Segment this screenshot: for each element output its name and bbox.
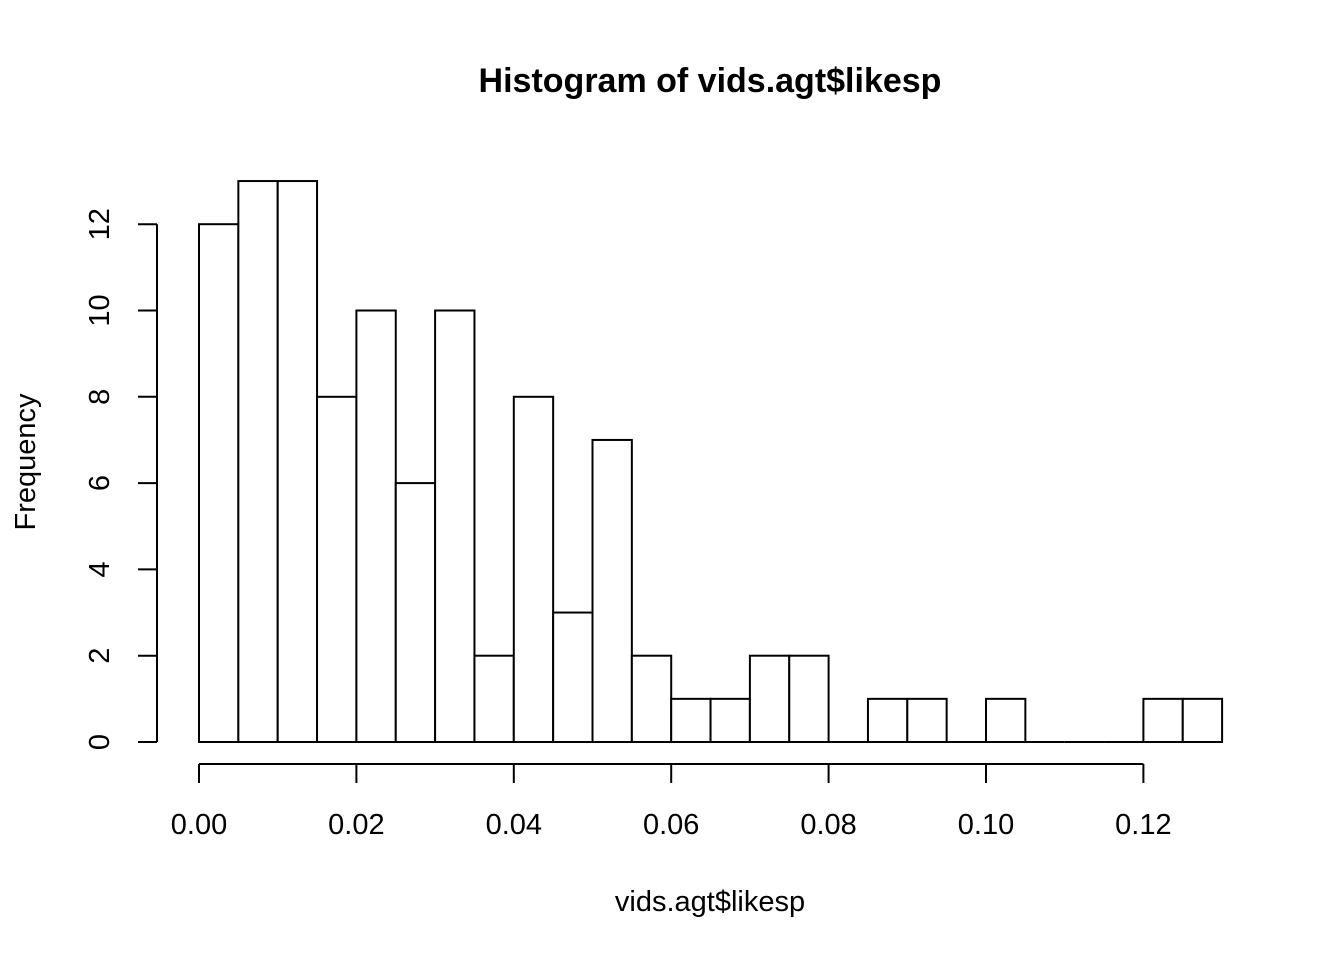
- y-axis: 0 2 4 6 8 10 12: [84, 208, 158, 750]
- histogram-bar: [630, 654, 673, 744]
- histogram-bar: [237, 180, 279, 744]
- x-tick-label: 0.08: [800, 809, 856, 841]
- histogram-bar: [276, 180, 319, 744]
- y-tick-label: 6: [84, 475, 116, 491]
- histogram-bar: [1181, 697, 1224, 743]
- y-tick-label: 8: [84, 389, 116, 405]
- y-tick-label: 0: [84, 734, 116, 750]
- histogram-bar: [709, 697, 751, 743]
- x-tick-label: 0.04: [486, 809, 542, 841]
- histogram-bar: [316, 395, 358, 743]
- histogram-bar: [906, 697, 948, 743]
- histogram-bar: [355, 309, 397, 743]
- y-tick-label: 4: [84, 561, 116, 577]
- histogram-bar: [473, 654, 515, 744]
- histogram-bar: [394, 482, 437, 743]
- y-tick-label: 10: [84, 294, 116, 326]
- x-tick-label: 0.06: [643, 809, 699, 841]
- x-tick-label: 0.00: [171, 809, 227, 841]
- histogram-bar: [591, 438, 633, 743]
- histogram-bar: [748, 654, 791, 744]
- histogram-bar: [788, 654, 830, 744]
- y-tick-label: 12: [84, 208, 116, 240]
- bars-group: [198, 180, 1224, 744]
- x-tick-label: 0.12: [1115, 809, 1171, 841]
- histogram-bar: [198, 223, 240, 743]
- x-axis-label: vids.agt$likesp: [615, 886, 805, 918]
- histogram-bar: [985, 697, 1027, 743]
- x-axis: 0.00 0.02 0.04 0.06 0.08 0.10 0.12: [171, 763, 1172, 841]
- histogram-bar: [552, 611, 594, 743]
- x-tick-label: 0.02: [328, 809, 384, 841]
- histogram-bar: [434, 309, 476, 743]
- y-axis-label: Frequency: [10, 393, 42, 531]
- chart-title: Histogram of vids.agt$likesp: [479, 62, 942, 100]
- histogram-bar: [670, 697, 712, 743]
- histogram-bar: [1142, 697, 1184, 743]
- x-tick-label: 0.10: [958, 809, 1014, 841]
- histogram-bar: [866, 697, 909, 743]
- y-tick-label: 2: [84, 648, 116, 664]
- histogram-bar: [512, 395, 555, 743]
